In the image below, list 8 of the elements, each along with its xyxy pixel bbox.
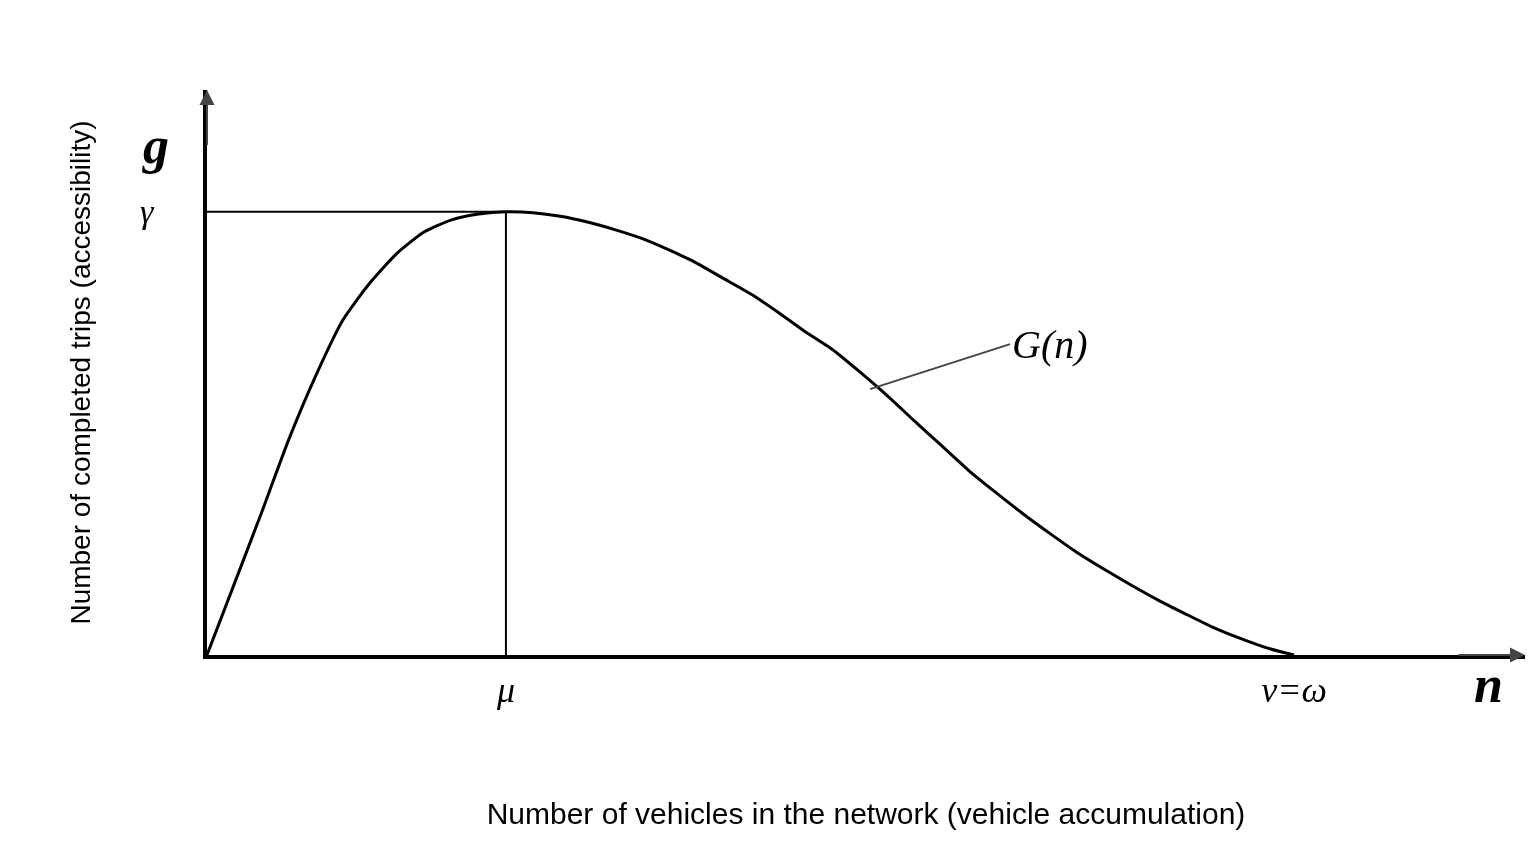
text: g	[142, 117, 169, 174]
ref-line-label: γ	[140, 193, 155, 230]
y-axis-title: Number of completed trips (accessibility)	[65, 120, 97, 625]
x-axis-title: Number of vehicles in the network (vehicle accumulation)	[486, 797, 1246, 831]
x-tick-label: ν=ω	[1261, 670, 1327, 711]
text: n	[1474, 656, 1503, 713]
x-tick-label: μ	[495, 670, 515, 711]
annotation: G(n)	[1012, 322, 1088, 367]
